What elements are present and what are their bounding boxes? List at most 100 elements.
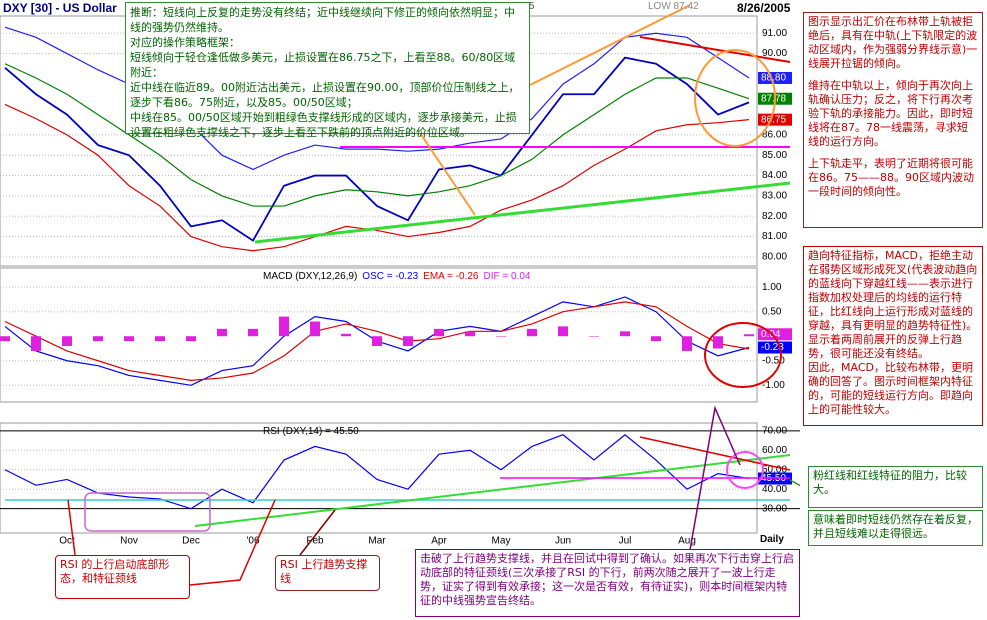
highlight [694, 49, 776, 147]
y-tick-label: -0.50 [762, 355, 785, 366]
x-tick-label: May [492, 536, 511, 547]
x-tick-label: Jun [555, 536, 571, 547]
pointer [529, 4, 691, 86]
note-line: 图示显示出汇价在布林带上轨被拒绝后，具有在中轨(上下轨限定的波动区域内，作为强弱… [808, 15, 978, 70]
macd-bar [217, 328, 227, 337]
value-box [758, 71, 792, 84]
legend-entry: EMA = -0.26 [423, 271, 479, 282]
macd-bar [310, 321, 320, 337]
y-tick-label: 1.00 [762, 282, 782, 293]
x-tick-label: Dec [182, 536, 200, 547]
macd-bar [124, 336, 134, 342]
legend-entry: OSC = -0.23 [362, 271, 418, 282]
rsi-break-note: 击破了上行趋势支撑线，并且在回试中得到了确认。如果再次下行击穿上行启动底部的特征… [415, 549, 800, 617]
y-tick-label: 50.00 [762, 464, 787, 475]
macd-bar [0, 336, 10, 342]
pointer [689, 405, 741, 551]
y-tick-label: 60.00 [762, 445, 787, 456]
panel-title-text: MACD (DXY,12,26,9) [263, 271, 357, 282]
resistance-note: 粉红线和红线特征的阻力，比较大。 [808, 466, 983, 508]
series-line [4, 103, 750, 252]
rsi-trend-line [194, 454, 791, 527]
macd-bar [279, 316, 289, 337]
note-line: 推断：短线向上反复的走势没有终结；近中线继续向下修正的倾向依然明显；中线的强势仍… [130, 6, 515, 34]
strategy-note: 推断：短线向上反复的走势没有终结；近中线继续向下修正的倾向依然明显；中线的强势仍… [125, 2, 530, 139]
macd-bar [403, 336, 413, 347]
value-label: 86.75 [761, 114, 786, 125]
macd-note: 趋向特征指标，MACD，拒绝主动在弱势区域形成死叉(代表波动趋向的蓝线向下穿越红… [803, 246, 983, 426]
pointer [189, 499, 276, 586]
x-tick-label: Aug [678, 536, 696, 547]
rsi-base-note: RSI 的上行启动底部形态，和特征颈线 [55, 555, 190, 599]
macd-bar [620, 331, 630, 337]
value-box [758, 113, 792, 126]
rsi-trend-note: RSI 上行趋势支撑线 [275, 555, 380, 591]
x-tick-label: Jul [619, 536, 632, 547]
series-line [4, 63, 750, 207]
low-text: LOW 87.42 [648, 1, 699, 12]
macd-bar [248, 328, 258, 337]
value-box [758, 341, 792, 354]
date: 8/26/2005 [737, 1, 791, 15]
macd-bar [682, 336, 692, 351]
period: Daily [760, 534, 784, 545]
top-line [639, 36, 791, 63]
x-tick-label: '06 [246, 536, 259, 547]
panel-title-text: RSI (DXY,14) = 45.50 [263, 426, 359, 437]
pointer [299, 509, 336, 556]
value-label: -0.23 [761, 342, 784, 353]
pointer [789, 479, 800, 487]
y-tick-label: 82.00 [762, 211, 787, 222]
highlight [704, 322, 782, 388]
macd-bar [372, 336, 382, 347]
y-tick-label: 0.50 [762, 306, 782, 317]
note-line: 上下轨走平，表明了近期将很可能在86。75——88。90区域内波动一段时间的倾向… [808, 157, 974, 198]
note-line: 对应的操作策略框架： [130, 36, 240, 49]
panel-title: MACD (DXY,12,26,9) OSC = -0.23 EMA = -0.26… [263, 271, 531, 282]
x-tick-label: Feb [306, 536, 324, 547]
panel-title: RSI (DXY,14) = 45.50 [263, 426, 359, 437]
series-line [4, 433, 750, 510]
macd-panel [0, 267, 758, 403]
series-line [4, 56, 750, 242]
macd-bar [496, 336, 506, 337]
highlight [726, 451, 764, 489]
series-line [4, 301, 750, 381]
note-line: 短线倾向于轻仓逢低做多美元，止损设置在86.75之下，上看至88。60/80区域… [130, 51, 516, 79]
macd-bar [744, 334, 754, 337]
x-tick-label: Oct [59, 536, 75, 547]
macd-bar [651, 336, 661, 342]
y-tick-label: 80.00 [762, 252, 787, 263]
x-tick-label: Apr [431, 536, 447, 547]
macd-bar [186, 336, 196, 342]
note-line: 中线在85。00/50区域开始到粗绿色支撑线形成的区域内，逐步承接美元，止损设置… [130, 111, 517, 139]
bollinger-note: 图示显示出汇价在布林带上轨被拒绝后，具有在中轨(上下轨限定的波动区域内，作为强弱… [803, 12, 983, 228]
pointer [67, 499, 76, 556]
macd-bar [713, 336, 723, 349]
value-box [758, 328, 792, 341]
meaning-note: 意味着即时短线仍然存在着反复，并且短线难以走得很远。 [808, 510, 983, 546]
base-box [84, 492, 211, 532]
y-tick-label: 81.00 [762, 231, 787, 242]
note-line: 维持在中轨以上，倾向于再次向上轨确认压力；反之，将下行再次考验下轨的承接能力。因… [808, 79, 973, 148]
macd-bar [155, 336, 165, 342]
macd-bar [93, 336, 103, 342]
note-line: 近中线在临近89。00附近沽出美元，止损设置在90.00，顶部价位压制线之上，逐… [130, 81, 520, 109]
y-tick-label: 91.00 [762, 28, 787, 39]
macd-bar [465, 331, 475, 337]
symbol-title: DXY [30] - US Dollar [3, 1, 117, 15]
legend-entry: DIF = 0.04 [483, 271, 530, 282]
y-tick-label: 85.00 [762, 150, 787, 161]
y-tick-label: 86.00 [762, 130, 787, 141]
pointer [409, 117, 476, 216]
value-label: 87.78 [761, 93, 786, 104]
macd-bar [62, 336, 72, 347]
macd-bar [434, 328, 444, 337]
macd-bar [31, 336, 41, 351]
y-tick-label: 90.00 [762, 48, 787, 59]
rsi-red-line [639, 436, 791, 471]
macd-bar [527, 328, 537, 337]
macd-bar [341, 333, 351, 337]
y-tick-label: 40.00 [762, 484, 787, 495]
